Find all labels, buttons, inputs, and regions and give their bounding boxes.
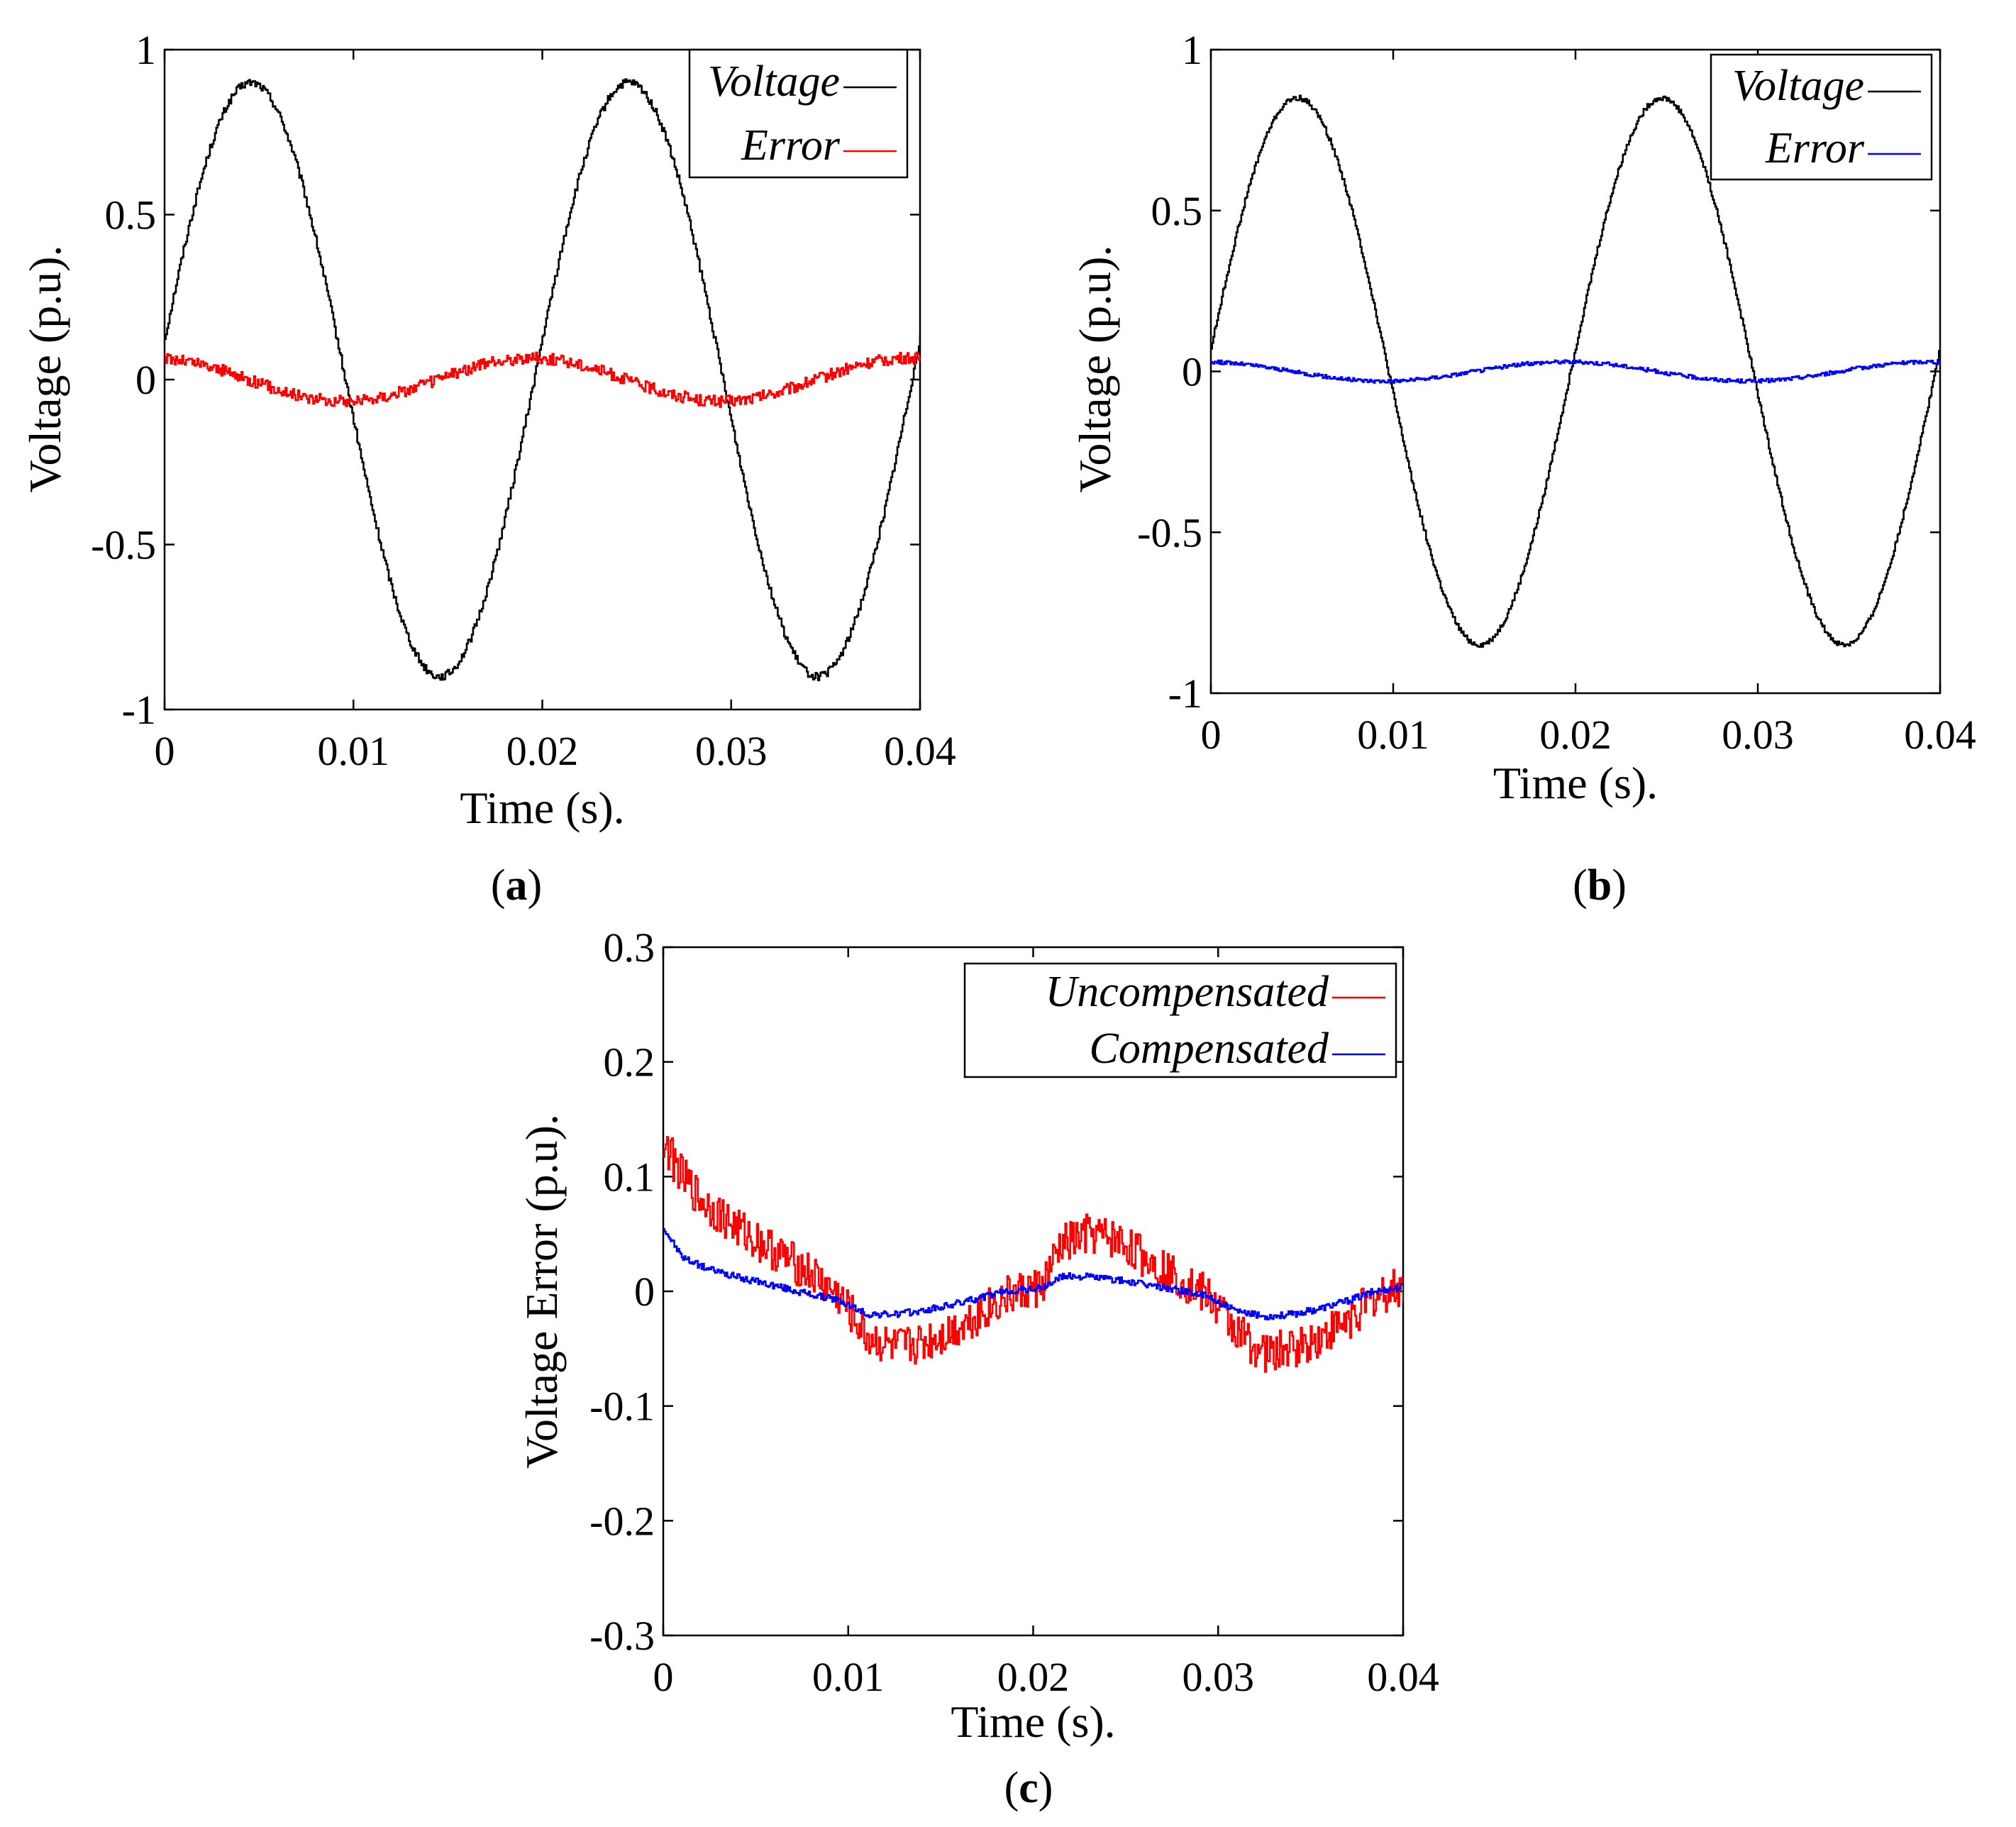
y-tick-label: 0: [634, 1269, 655, 1315]
y-tick-label: -0.3: [589, 1613, 655, 1659]
y-axis-label: Voltage (p.u).: [20, 245, 70, 493]
panel-caption-letter: c: [1019, 1764, 1039, 1812]
y-tick-label: 0.2: [604, 1039, 655, 1086]
y-tick-label: 0.3: [604, 924, 655, 971]
y-tick-label: -0.2: [589, 1498, 655, 1544]
legend-label: Error: [1765, 124, 1865, 172]
x-tick-label: 0: [155, 728, 175, 774]
y-tick-label: 0.5: [105, 192, 157, 238]
x-tick-label: 0.01: [812, 1654, 885, 1700]
legend-label: Uncompensated: [1046, 968, 1329, 1016]
y-tick-label: 0.1: [604, 1154, 655, 1200]
x-tick-label: 0: [1201, 712, 1222, 758]
x-tick-label: 0.02: [506, 728, 579, 774]
legend-box: [688, 48, 909, 179]
y-tick-label: 0: [1182, 349, 1202, 395]
series-line-error: [1211, 359, 1940, 384]
y-tick-label: 1: [135, 27, 156, 73]
x-tick-label: 0.02: [997, 1654, 1070, 1700]
y-tick-label: 0.5: [1151, 188, 1203, 234]
panel-caption: (b): [1573, 861, 1627, 910]
legend-box: [1710, 53, 1933, 181]
legend-label: Error: [741, 121, 841, 170]
y-tick-label: -1: [1168, 670, 1202, 717]
series-line-voltage: [165, 78, 920, 682]
panel-caption: (a): [491, 861, 542, 910]
legend: Voltage Error: [688, 48, 909, 179]
series-line-compensated: [663, 1227, 1403, 1320]
panel-caption-letter: b: [1588, 861, 1612, 910]
legend-label: Compensated: [1089, 1025, 1329, 1073]
x-tick-label: 0.04: [1904, 712, 1976, 758]
y-axis-label: Voltage Error (p.u).: [516, 1114, 567, 1469]
x-axis-label: Time (s).: [460, 783, 624, 833]
panel-caption: (c): [1004, 1764, 1053, 1812]
y-tick-label: 1: [1182, 27, 1202, 73]
x-tick-label: 0.04: [884, 728, 956, 774]
series-line-error: [165, 351, 920, 408]
legend-box: [963, 962, 1397, 1078]
chart-c: 0.30.20.10-0.1-0.2-0.30 0.01 0.02 0.03 0.04T…: [516, 924, 1439, 1812]
y-tick-label: -0.1: [589, 1384, 655, 1430]
x-axis-label: Time (s).: [951, 1696, 1115, 1747]
x-tick-label: 0.02: [1539, 712, 1612, 758]
x-tick-label: 0.01: [1357, 712, 1429, 758]
x-tick-label: 0.03: [695, 728, 768, 774]
x-tick-label: 0: [653, 1654, 674, 1700]
y-tick-label: 0: [135, 357, 156, 403]
series-line-uncompensated: [663, 1136, 1403, 1373]
legend-label: Voltage: [1732, 62, 1864, 110]
series-line-voltage: [1211, 94, 1940, 648]
legend-label: Voltage: [708, 57, 840, 106]
x-tick-label: 0.01: [318, 728, 390, 774]
legend: Voltage Error: [1710, 53, 1933, 181]
y-tick-label: -0.5: [91, 522, 156, 568]
panel-caption-letter: a: [506, 861, 528, 910]
y-axis-label: Voltage (p.u).: [1070, 245, 1120, 493]
x-axis-label: Time (s).: [1493, 758, 1658, 808]
y-tick-label: -1: [122, 687, 156, 733]
legend: Uncompensated Compensated: [963, 962, 1397, 1078]
x-tick-label: 0.03: [1183, 1654, 1255, 1700]
x-tick-label: 0.04: [1367, 1654, 1439, 1700]
x-tick-label: 0.03: [1722, 712, 1794, 758]
y-tick-label: -0.5: [1137, 509, 1202, 556]
